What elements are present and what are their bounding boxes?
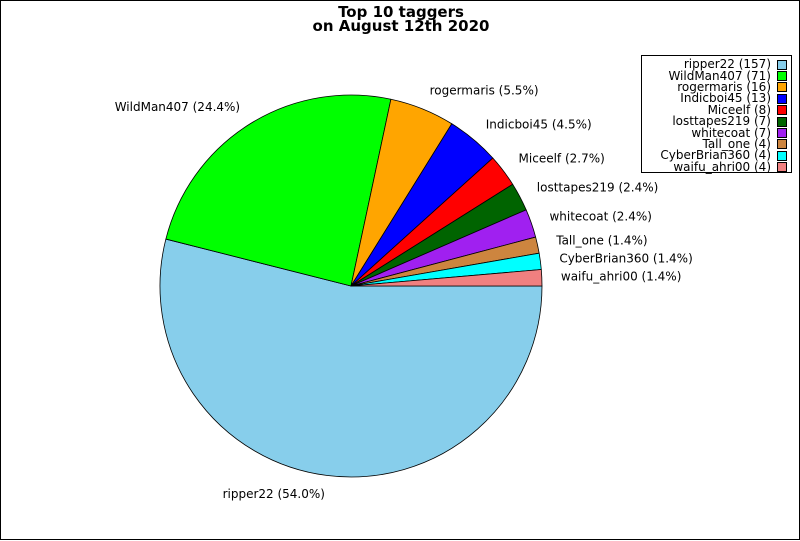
slice-label-miceelf: Miceelf (2.7%) [519,152,605,166]
chart-title-line-1: Top 10 taggers [338,3,464,21]
chart-title-line-2: on August 12th 2020 [312,17,490,35]
slice-label-whitecoat: whitecoat (2.4%) [549,209,652,223]
pie-slice-ripper22 [159,238,543,478]
slice-label-tall-one: Tall_one (1.4%) [555,233,647,247]
legend-swatch [777,128,787,139]
slice-label-cyberbrian360: CyberBrian360 (1.4%) [559,251,692,265]
legend-entry: ripper22 (157) [642,57,787,72]
legend-label: Miceelf (8) [707,102,771,117]
legend-entry: CyberBrian360 (4) [642,148,787,163]
slice-label-ripper22: ripper22 (54.0%) [223,487,325,501]
legend-swatch [777,139,787,150]
chart-legend: ripper22 (157) WildMan407 (71) rogermaris … [641,55,792,173]
legend-entry: WildMan407 (71) [642,68,787,83]
legend-label: Indicboi45 (13) [680,91,771,106]
legend-entry: Tall_one (4) [642,136,787,151]
legend-entry: Indicboi45 (13) [642,91,787,106]
legend-label: losttapes219 (7) [672,114,771,129]
pie-slice-wildman407 [165,94,392,287]
legend-label: whitecoat (7) [691,125,771,140]
legend-swatch [777,59,787,70]
legend-label: WildMan407 (71) [668,68,771,83]
legend-swatch [777,150,787,161]
legend-swatch [777,82,787,93]
slice-label-waifu-ahri00: waifu_ahri00 (1.4%) [561,269,682,283]
legend-label: rogermaris (16) [677,79,771,94]
legend-swatch [777,116,787,127]
legend-swatch [777,93,787,104]
legend-swatch [777,162,787,173]
legend-entry: losttapes219 (7) [642,114,787,129]
legend-entry: whitecoat (7) [642,125,787,140]
slice-label-rogermaris: rogermaris (5.5%) [430,84,539,98]
legend-swatch [777,105,787,116]
legend-entry: waifu_ahri00 (4) [642,159,787,174]
legend-entry: rogermaris (16) [642,79,787,94]
legend-swatch [777,71,787,82]
slice-label-indicboi45: Indicboi45 (4.5%) [486,117,592,131]
slice-label-losttapes219: losttapes219 (2.4%) [537,180,659,194]
slice-label-wildman407: WildMan407 (24.4%) [115,100,240,114]
legend-label: Tall_one (4) [702,136,771,151]
legend-label: ripper22 (157) [683,57,771,72]
legend-label: CyberBrian360 (4) [660,148,771,163]
legend-entry: Miceelf (8) [642,102,787,117]
pie-slice-waifu-ahri00 [350,269,543,287]
legend-label: waifu_ahri00 (4) [673,159,771,174]
